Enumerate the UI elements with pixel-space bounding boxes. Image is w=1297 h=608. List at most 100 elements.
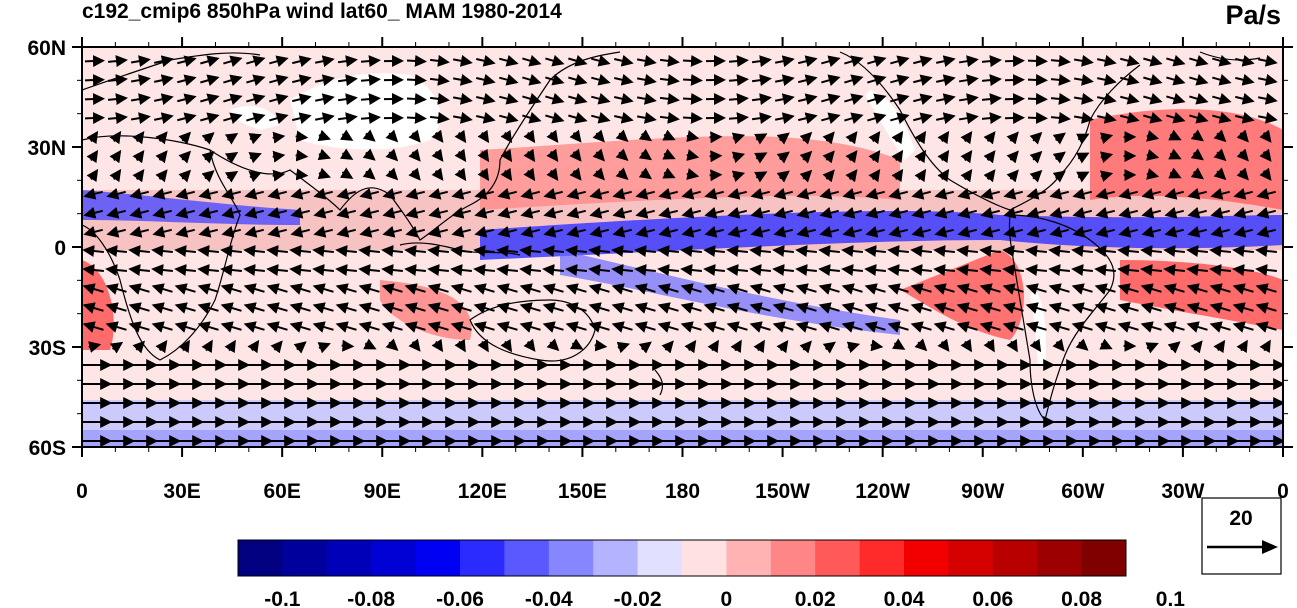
wind-vector xyxy=(728,112,749,125)
wind-vector xyxy=(956,283,978,295)
wind-vector xyxy=(728,74,749,87)
wind-vector xyxy=(980,206,1000,219)
wind-vector xyxy=(358,245,380,257)
wind-vector xyxy=(1186,283,1208,295)
wind-vector xyxy=(289,321,311,333)
wind-vector xyxy=(796,187,816,200)
wind-vector xyxy=(568,92,588,105)
wind-vector xyxy=(1095,225,1115,238)
wind-vector xyxy=(914,149,927,164)
wind-vector xyxy=(82,283,104,295)
colorbar-tick-label: -0.02 xyxy=(614,588,662,608)
reference-vector-arrowhead xyxy=(1262,540,1278,554)
wind-vector xyxy=(910,264,932,276)
wind-vector xyxy=(588,264,610,276)
wind-vector xyxy=(450,283,472,295)
wind-vector xyxy=(638,167,653,180)
wind-vector xyxy=(960,130,973,145)
wind-vector xyxy=(662,148,676,160)
wind-vector xyxy=(292,55,312,68)
wind-vector xyxy=(569,129,582,143)
wind-vector xyxy=(153,55,174,68)
wind-vector xyxy=(1073,111,1094,124)
wind-vector xyxy=(1213,129,1227,143)
wind-vector xyxy=(473,264,495,276)
wind-vector xyxy=(385,338,399,352)
wind-vector xyxy=(474,187,494,200)
wind-vector xyxy=(842,225,862,238)
wind-vector xyxy=(86,168,99,183)
wind-vector xyxy=(1094,302,1116,314)
wind-vector xyxy=(312,283,334,295)
wind-vector xyxy=(1236,339,1248,354)
wind-vector xyxy=(1190,129,1204,142)
wind-vector xyxy=(542,245,564,257)
wind-vector xyxy=(267,187,287,200)
wind-vector xyxy=(358,302,380,314)
wind-vector xyxy=(314,93,335,106)
wind-vector xyxy=(1190,340,1203,354)
wind-vector xyxy=(1117,264,1139,276)
wind-vector xyxy=(522,54,542,67)
lon-tick-label: 90W xyxy=(961,480,1004,503)
wind-vector xyxy=(726,283,748,295)
wind-vector xyxy=(317,167,331,180)
wind-vector xyxy=(888,187,908,200)
wind-vector xyxy=(754,152,768,164)
wind-vector xyxy=(682,54,703,67)
wind-vector xyxy=(269,55,289,68)
wind-vector xyxy=(956,321,978,333)
wind-vector xyxy=(937,130,950,145)
wind-vector xyxy=(774,93,795,106)
wind-vector xyxy=(753,339,765,354)
wind-vector xyxy=(795,321,817,333)
wind-vector xyxy=(499,54,519,67)
wind-vector xyxy=(248,152,262,164)
wind-vector xyxy=(821,93,841,106)
wind-vector xyxy=(935,112,956,125)
wind-vector xyxy=(362,167,376,180)
wind-vector xyxy=(867,93,887,106)
wind-vector xyxy=(774,55,795,68)
wind-vector xyxy=(313,187,333,200)
wind-vector xyxy=(1072,225,1092,238)
wind-vector xyxy=(295,130,309,143)
wind-vector xyxy=(1094,264,1116,276)
wind-vector xyxy=(1048,283,1070,295)
wind-vector xyxy=(82,245,104,257)
wind-vector xyxy=(657,264,679,276)
wind-vector xyxy=(451,206,471,219)
wind-vector xyxy=(477,148,490,163)
wind-vector xyxy=(1140,264,1162,276)
colorbar-swatch xyxy=(682,540,727,576)
wind-vector xyxy=(822,150,835,164)
wind-vector xyxy=(454,129,467,144)
wind-vector xyxy=(105,302,127,314)
wind-vector xyxy=(381,264,403,276)
wind-vector xyxy=(1048,264,1070,276)
wind-vector xyxy=(454,167,467,182)
wind-vector xyxy=(290,187,310,200)
wind-vector xyxy=(248,133,262,145)
wind-vector xyxy=(107,74,128,87)
wind-vector xyxy=(910,245,932,257)
colorbar-tick-label: -0.04 xyxy=(525,588,573,608)
colorbar-swatch xyxy=(904,540,949,576)
wind-vector xyxy=(933,302,955,314)
wind-vector xyxy=(841,321,863,333)
wind-vector xyxy=(611,264,633,276)
wind-vector xyxy=(1071,321,1093,333)
wind-vector xyxy=(821,74,841,87)
wind-vector xyxy=(178,339,190,354)
wind-vector xyxy=(153,112,174,125)
wind-vector xyxy=(404,321,426,333)
wind-vector xyxy=(662,167,676,179)
lon-tick-label: 60W xyxy=(1061,480,1104,503)
wind-vector xyxy=(335,283,357,295)
wind-vector xyxy=(1235,92,1255,105)
wind-vector xyxy=(1146,130,1160,142)
wind-vector xyxy=(1071,264,1093,276)
wind-vector xyxy=(1164,187,1184,200)
wind-vector xyxy=(314,55,335,68)
wind-vector xyxy=(611,302,633,314)
